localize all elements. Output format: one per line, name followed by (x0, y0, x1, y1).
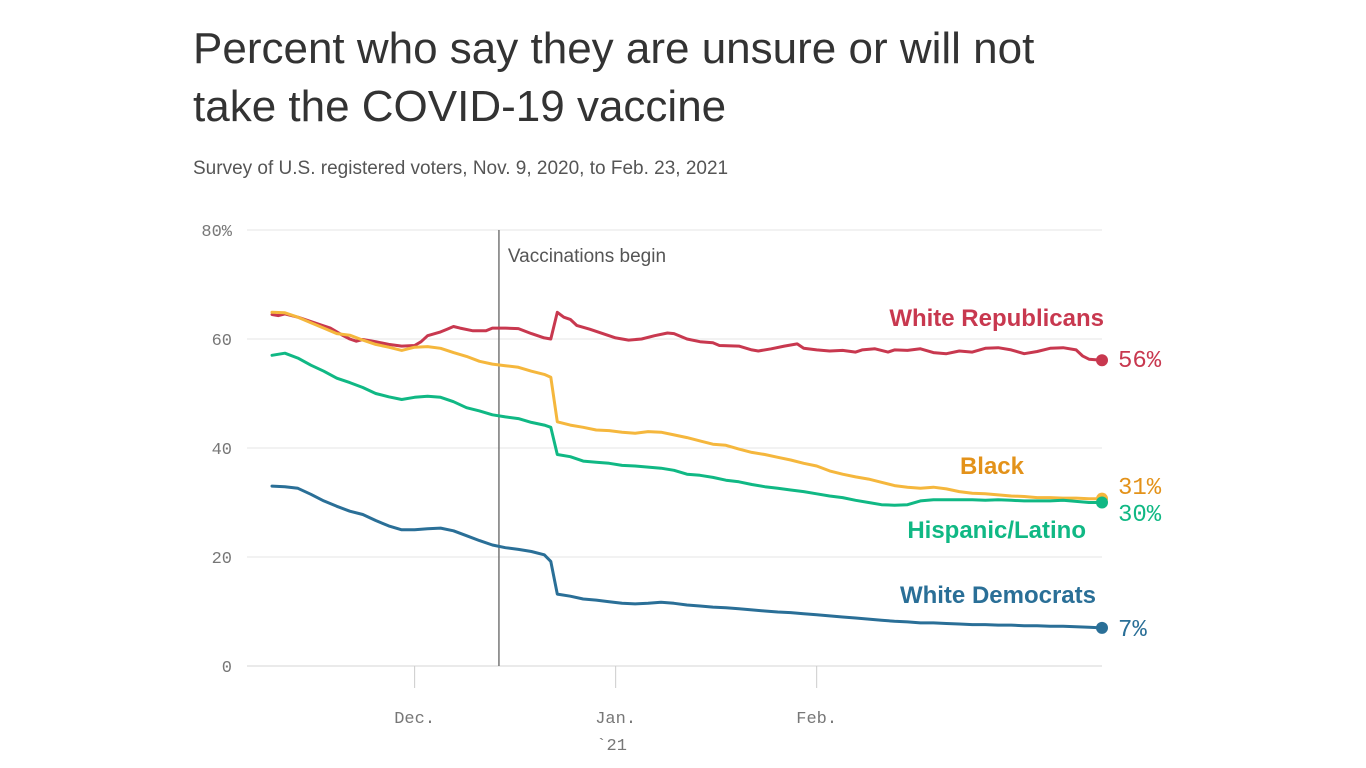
series-label-white-democrats: White Democrats (900, 582, 1096, 609)
end-point-white-democrats (1096, 621, 1108, 634)
axis-ticks: 0 20 40 60 80% Dec. Jan. `21 Feb. (201, 223, 837, 756)
end-value-white-republicans: 56% (1118, 348, 1162, 375)
series-labels: White Republicans 56% Black 31% Hispanic/Lat… (889, 305, 1161, 644)
series-lines (270, 310, 1108, 634)
series-line-black (270, 310, 1104, 501)
x-tick-label: Dec. (394, 710, 435, 729)
y-tick-label: 20 (212, 550, 232, 569)
end-value-white-democrats: 7% (1118, 617, 1147, 644)
x-tick-label: Feb. (796, 710, 837, 729)
x-tick-label: Jan. (595, 710, 636, 729)
vaccination-start-label: Vaccinations begin (508, 246, 666, 267)
y-tick-label: 40 (212, 441, 232, 460)
annotations: Vaccinations begin (498, 230, 666, 666)
chart-subtitle: Survey of U.S. registered voters, Nov. 9… (193, 158, 729, 179)
series-label-hispanic-latino: Hispanic/Latino (907, 517, 1086, 544)
series-line-white-republicans (270, 310, 1104, 362)
series-line-white-democrats (270, 484, 1104, 630)
end-point-white-republicans (1096, 354, 1108, 367)
series-label-white-republicans: White Republicans (889, 305, 1104, 332)
end-point-hispanic-latino (1096, 496, 1108, 509)
end-value-hispanic-latino: 30% (1118, 502, 1162, 529)
series-line-hispanic-latino (270, 351, 1104, 507)
y-tick-label: 60 (212, 332, 232, 351)
gridlines (247, 229, 1102, 667)
x-tick-sublabel: `21 (596, 737, 627, 756)
series-label-black: Black (960, 453, 1025, 480)
chart-title: Percent who say they are unsure or will … (193, 24, 1035, 131)
y-tick-label: 80% (201, 223, 232, 242)
end-value-black: 31% (1118, 475, 1162, 502)
y-tick-label: 0 (222, 659, 232, 678)
